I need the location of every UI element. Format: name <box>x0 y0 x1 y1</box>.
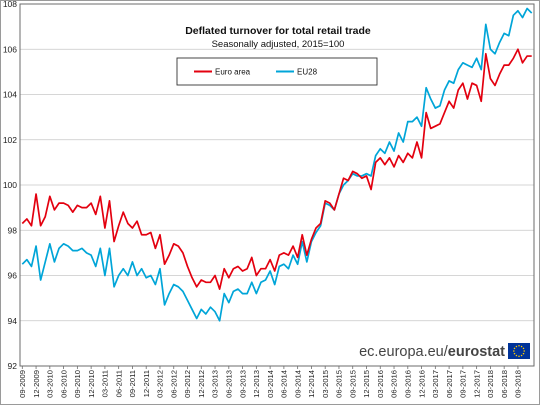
legend-label-euro-area: Euro area <box>215 68 251 77</box>
x-tick-label: 03-2014 <box>266 370 275 398</box>
x-tick-label: 06-2016 <box>390 370 399 398</box>
chart-subtitle: Seasonally adjusted, 2015=100 <box>212 39 345 50</box>
x-tick-label: 03-2013 <box>211 370 220 398</box>
x-tick-label: 09-2012 <box>183 370 192 398</box>
y-tick-label: 100 <box>3 180 17 190</box>
eu-flag-star <box>522 347 525 350</box>
eu-flag-stars <box>513 345 525 357</box>
x-tick-label: 12-2013 <box>252 370 261 398</box>
x-tick-label: 03-2016 <box>376 370 385 398</box>
y-tick-label: 106 <box>3 44 17 54</box>
legend: Euro area EU28 <box>176 57 378 86</box>
source-prefix: ec.europa.eu/ <box>359 344 449 360</box>
eu-flag-star <box>513 347 516 350</box>
x-tick-label: 06-2010 <box>59 370 68 398</box>
eu-flag-field <box>508 343 530 359</box>
x-tick-label: 03-2017 <box>431 370 440 398</box>
source-brand: eurostat <box>448 344 505 360</box>
eu-flag-star <box>520 345 523 348</box>
eu-flag-star <box>518 345 520 347</box>
source-logo: ec.europa.eu/eurostat <box>359 343 530 360</box>
series-line-eu28 <box>21 7 533 322</box>
y-tick-label: 104 <box>3 90 17 100</box>
x-tick-label: 03-2012 <box>156 370 165 398</box>
x-tick-label: 12-2016 <box>417 370 426 398</box>
y-axis-ticks: 92 94 96 98 100 102 104 106 108 <box>3 0 17 371</box>
legend-label-eu28: EU28 <box>297 68 318 77</box>
x-tick-label: 09-2009 <box>18 370 27 398</box>
y-tick-label: 102 <box>3 135 17 145</box>
eu-flag-icon <box>508 343 530 359</box>
x-tick-label: 09-2016 <box>403 370 412 398</box>
x-tick-label: 12-2012 <box>197 370 206 398</box>
x-tick-label: 03-2011 <box>101 370 110 397</box>
x-tick-label: 09-2015 <box>348 370 357 398</box>
x-tick-label: 03-2010 <box>46 370 55 398</box>
x-tick-label: 12-2017 <box>472 370 481 398</box>
x-tick-label: 09-2014 <box>293 370 302 398</box>
y-tick-label: 94 <box>8 316 18 326</box>
x-tick-label: 09-2010 <box>73 370 82 398</box>
x-tick-label: 06-2015 <box>335 370 344 398</box>
chart-title: Deflated turnover for total retail trade <box>185 25 371 37</box>
x-tick-label: 12-2011 <box>142 370 151 397</box>
eu-flag-star <box>513 352 516 355</box>
eu-flag-star <box>515 354 518 357</box>
y-tick-label: 92 <box>8 361 18 371</box>
series-line-euro-area <box>21 48 532 290</box>
x-tick-label: 06-2013 <box>225 370 234 398</box>
x-tick-label: 06-2012 <box>169 370 178 398</box>
x-tick-label: 06-2017 <box>445 370 454 398</box>
x-tick-label: 06-2014 <box>280 370 289 398</box>
y-tick-label: 108 <box>3 0 17 9</box>
source-text: ec.europa.eu/eurostat <box>359 344 505 360</box>
eu-flag-star <box>513 350 515 352</box>
x-tick-label: 09-2013 <box>238 370 247 398</box>
plot-border <box>19 3 535 367</box>
eu-flag-star <box>515 345 518 348</box>
eu-flag-star <box>522 352 525 355</box>
x-tick-label: 09-2018 <box>514 370 523 398</box>
x-tick-label: 12-2014 <box>307 370 316 398</box>
x-tick-label: 12-2009 <box>32 370 41 398</box>
x-tick-label: 09-2017 <box>459 370 468 398</box>
x-tick-label: 06-2011 <box>114 370 123 397</box>
x-tick-label: 12-2015 <box>362 370 371 398</box>
x-tick-label: 03-2018 <box>486 370 495 398</box>
eu-flag-star <box>523 350 525 352</box>
eu-flag-star <box>518 355 520 357</box>
x-tick-label: 03-2015 <box>321 370 330 398</box>
x-tick-label: 06-2018 <box>500 370 509 398</box>
y-tick-label: 98 <box>8 225 18 235</box>
x-tick-label: 12-2010 <box>87 370 96 398</box>
series-layer <box>21 7 533 322</box>
eu-flag-star <box>520 354 523 357</box>
x-axis-ticks: 09-2009 12-2009 03-2010 06-2010 09-2010 12-20… <box>18 366 523 398</box>
y-tick-label: 96 <box>8 271 18 281</box>
x-tick-label: 09-2011 <box>128 370 137 397</box>
